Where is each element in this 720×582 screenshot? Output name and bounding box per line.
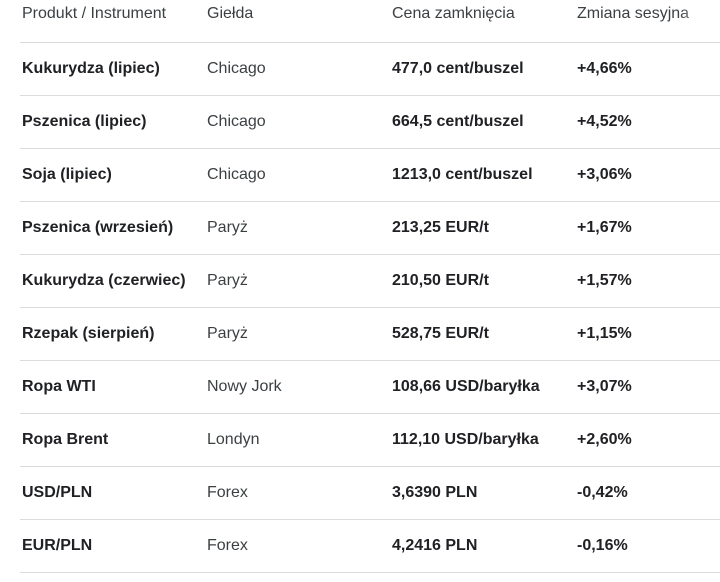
cell-close-price: 1213,0 cent/buszel — [390, 148, 575, 202]
header-close-price: Cena zamknięcia — [390, 0, 575, 43]
cell-close-price: 112,10 USD/baryłka — [390, 413, 575, 467]
cell-exchange: Nowy Jork — [205, 360, 390, 414]
cell-product: Kukurydza (czerwiec) — [20, 254, 205, 308]
cell-product: Kukurydza (lipiec) — [20, 42, 205, 96]
cell-session-change: +3,07% — [575, 360, 720, 414]
cell-product: Ropa WTI — [20, 360, 205, 414]
cell-exchange: Forex — [205, 519, 390, 573]
cell-exchange: Paryż — [205, 307, 390, 361]
cell-close-price: 664,5 cent/buszel — [390, 95, 575, 149]
cell-product: Ropa Brent — [20, 413, 205, 467]
cell-product: USD/PLN — [20, 466, 205, 520]
cell-session-change: +1,67% — [575, 201, 720, 255]
cell-close-price: 4,2416 PLN — [390, 519, 575, 573]
cell-exchange: Chicago — [205, 148, 390, 202]
cell-session-change: +4,52% — [575, 95, 720, 149]
cell-exchange: Paryż — [205, 201, 390, 255]
cell-session-change: +4,66% — [575, 42, 720, 96]
cell-session-change: -0,42% — [575, 466, 720, 520]
cell-exchange: Londyn — [205, 413, 390, 467]
cell-close-price: 477,0 cent/buszel — [390, 42, 575, 96]
cell-exchange: Paryż — [205, 254, 390, 308]
table-row: Pszenica (lipiec) Chicago 664,5 cent/busze… — [20, 95, 720, 149]
table-row: EUR/PLN Forex 4,2416 PLN -0,16% — [20, 519, 720, 573]
cell-product: Soja (lipiec) — [20, 148, 205, 202]
table-row: Soja (lipiec) Chicago 1213,0 cent/buszel +3… — [20, 148, 720, 202]
cell-close-price: 108,66 USD/baryłka — [390, 360, 575, 414]
cell-exchange: Forex — [205, 466, 390, 520]
table-row: Pszenica (wrzesień) Paryż 213,25 EUR/t +1,6… — [20, 201, 720, 255]
table-row: Kukurydza (czerwiec) Paryż 210,50 EUR/t +1,… — [20, 254, 720, 308]
cell-exchange: Chicago — [205, 42, 390, 96]
commodity-table: Produkt / Instrument Giełda Cena zamknię… — [20, 0, 720, 573]
cell-close-price: 210,50 EUR/t — [390, 254, 575, 308]
cell-exchange: Chicago — [205, 95, 390, 149]
cell-product: Pszenica (wrzesień) — [20, 201, 205, 255]
cell-session-change: +1,57% — [575, 254, 720, 308]
cell-session-change: +3,06% — [575, 148, 720, 202]
table-header-row: Produkt / Instrument Giełda Cena zamknię… — [20, 0, 720, 43]
table-row: USD/PLN Forex 3,6390 PLN -0,42% — [20, 466, 720, 520]
table-row: Rzepak (sierpień) Paryż 528,75 EUR/t +1,15% — [20, 307, 720, 361]
cell-close-price: 213,25 EUR/t — [390, 201, 575, 255]
cell-session-change: +2,60% — [575, 413, 720, 467]
cell-close-price: 528,75 EUR/t — [390, 307, 575, 361]
header-session-change: Zmiana sesyjna — [575, 0, 720, 43]
table-row: Kukurydza (lipiec) Chicago 477,0 cent/busz… — [20, 42, 720, 96]
header-product: Produkt / Instrument — [20, 0, 205, 43]
cell-close-price: 3,6390 PLN — [390, 466, 575, 520]
cell-session-change: +1,15% — [575, 307, 720, 361]
cell-session-change: -0,16% — [575, 519, 720, 573]
table-row: Ropa WTI Nowy Jork 108,66 USD/baryłka +3,07… — [20, 360, 720, 414]
commodity-table-container: Produkt / Instrument Giełda Cena zamknię… — [20, 0, 720, 573]
cell-product: Pszenica (lipiec) — [20, 95, 205, 149]
cell-product: EUR/PLN — [20, 519, 205, 573]
cell-product: Rzepak (sierpień) — [20, 307, 205, 361]
table-row: Ropa Brent Londyn 112,10 USD/baryłka +2,60% — [20, 413, 720, 467]
table-body: Kukurydza (lipiec) Chicago 477,0 cent/busz… — [20, 42, 720, 573]
header-exchange: Giełda — [205, 0, 390, 43]
